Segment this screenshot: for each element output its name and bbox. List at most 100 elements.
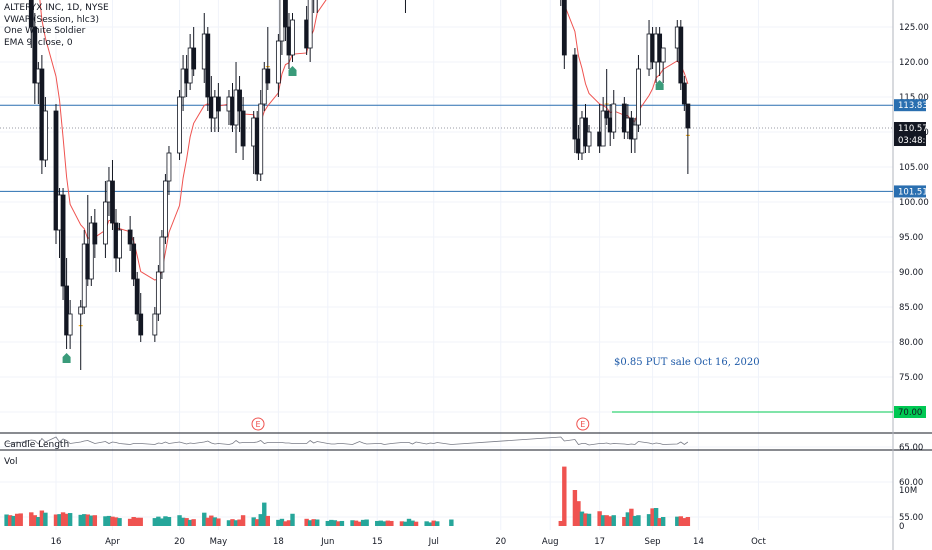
volume-bar bbox=[583, 513, 588, 526]
volume-bar bbox=[230, 519, 235, 526]
volume-bar bbox=[240, 515, 246, 526]
volume-bar bbox=[350, 520, 355, 526]
volume-bar bbox=[110, 516, 115, 526]
last-price-badge-bg bbox=[894, 122, 926, 135]
volume-bar bbox=[138, 517, 143, 526]
candles bbox=[28, 0, 691, 370]
volume-bar bbox=[152, 518, 158, 526]
volume-bar bbox=[336, 521, 341, 526]
volume-bar bbox=[103, 516, 108, 526]
volume-bar bbox=[89, 515, 94, 526]
countdown-badge: 03:48:07 bbox=[898, 136, 932, 146]
volume-bar bbox=[251, 517, 256, 526]
volume-bar bbox=[279, 518, 285, 526]
candle-body bbox=[215, 96, 221, 112]
candle-length-label[interactable]: Candle Length bbox=[4, 440, 70, 450]
volume-bar bbox=[255, 519, 260, 526]
candle-body bbox=[32, 26, 38, 84]
volume-bar bbox=[67, 513, 73, 526]
earnings-icon bbox=[576, 417, 590, 431]
lower-level-badge-bg bbox=[894, 185, 926, 198]
volume-bar bbox=[57, 514, 62, 526]
y-tick-label: 115.00 bbox=[899, 93, 929, 103]
volume-bar bbox=[39, 510, 45, 526]
ema-series bbox=[39, 0, 327, 281]
candle-body bbox=[600, 110, 606, 147]
candle-body bbox=[134, 278, 140, 315]
volume-bar bbox=[131, 517, 136, 526]
volume-bar bbox=[399, 521, 405, 526]
volume-bar bbox=[364, 519, 369, 526]
volume-bar bbox=[134, 517, 140, 526]
volume-bar bbox=[353, 520, 359, 526]
candle-body bbox=[152, 313, 158, 336]
volume-bar bbox=[4, 514, 9, 526]
x-tick-label: Sep bbox=[645, 537, 661, 547]
candle-body bbox=[205, 33, 211, 98]
y-tick-label: 105.00 bbox=[899, 163, 929, 173]
candle-body bbox=[64, 285, 69, 336]
legend-symbol[interactable]: ALTERYX INC, 1D, NYSE bbox=[4, 3, 109, 13]
pattern-markers bbox=[62, 66, 664, 363]
x-tick-label: Jul bbox=[428, 537, 439, 547]
upper-level-badge-bg bbox=[894, 99, 926, 112]
volume-bar bbox=[636, 515, 641, 526]
x-tick-label: 18 bbox=[273, 537, 284, 547]
volume-bar bbox=[385, 520, 391, 526]
volume-bar bbox=[209, 515, 214, 526]
volume-bar bbox=[53, 514, 59, 526]
volume-bar bbox=[276, 519, 281, 526]
candle-body bbox=[237, 89, 242, 112]
volume-bar bbox=[29, 512, 34, 526]
time-axis: 16 Apr 20 May 18 Jun 15 Jul 20 Aug 17 Sep 14 Oct bbox=[51, 537, 767, 547]
candle-body bbox=[110, 180, 115, 224]
candle-body bbox=[275, 40, 281, 84]
volume-bar bbox=[339, 520, 345, 526]
volume-bar bbox=[424, 521, 429, 526]
candle-body bbox=[265, 68, 271, 84]
legend-pattern[interactable]: One White Soldier bbox=[4, 26, 86, 36]
volume-axis-label: 0 bbox=[899, 522, 904, 532]
candle-body bbox=[240, 110, 246, 147]
volume-bar bbox=[357, 521, 362, 526]
volume-bar bbox=[290, 513, 295, 526]
legend: ALTERYX INC, 1D, NYSE VWAP (Session, hlc… bbox=[4, 3, 109, 49]
legend-ema[interactable]: EMA 9, close, 0 bbox=[4, 37, 73, 48]
volume-bar bbox=[413, 521, 419, 526]
volume-bar bbox=[604, 515, 609, 526]
volume-bar bbox=[427, 522, 433, 526]
volume-bar bbox=[258, 514, 263, 526]
volume-bar bbox=[262, 502, 267, 526]
y-tick-label: 90.00 bbox=[899, 268, 923, 278]
volume-bar bbox=[82, 514, 87, 526]
volume-label[interactable]: Vol bbox=[4, 457, 18, 467]
volume-bar bbox=[682, 518, 687, 526]
volume-bar bbox=[657, 518, 662, 526]
candle-body bbox=[258, 103, 264, 175]
volume-bar bbox=[382, 521, 387, 526]
volume-bar bbox=[329, 519, 334, 526]
volume-bar bbox=[562, 466, 567, 526]
volume-bar bbox=[325, 520, 331, 526]
volume-axis-label: 10M bbox=[899, 486, 917, 496]
y-tick-label: 80.00 bbox=[899, 338, 923, 348]
volume-bar bbox=[177, 515, 182, 526]
legend-vwap[interactable]: VWAP (Session, hlc3) bbox=[4, 14, 99, 25]
volume-bar bbox=[378, 520, 383, 526]
candle-body bbox=[177, 96, 182, 154]
volume-bar bbox=[64, 513, 69, 526]
countdown-badge-bg bbox=[894, 134, 926, 147]
put-level-badge: 70.00 bbox=[898, 408, 922, 418]
volume-bar bbox=[14, 513, 20, 526]
volume-bar bbox=[435, 521, 440, 526]
volume-bar bbox=[163, 516, 168, 526]
volume-bar bbox=[212, 517, 218, 526]
candle-body bbox=[117, 229, 122, 259]
volume-bar bbox=[286, 520, 292, 526]
put-annotation[interactable]: $0.85 PUT sale Oct 16, 2020 bbox=[614, 357, 760, 368]
candle-body bbox=[131, 243, 137, 280]
candle-body bbox=[138, 313, 144, 336]
volume-bar bbox=[332, 520, 338, 526]
volume-bar bbox=[60, 512, 66, 526]
